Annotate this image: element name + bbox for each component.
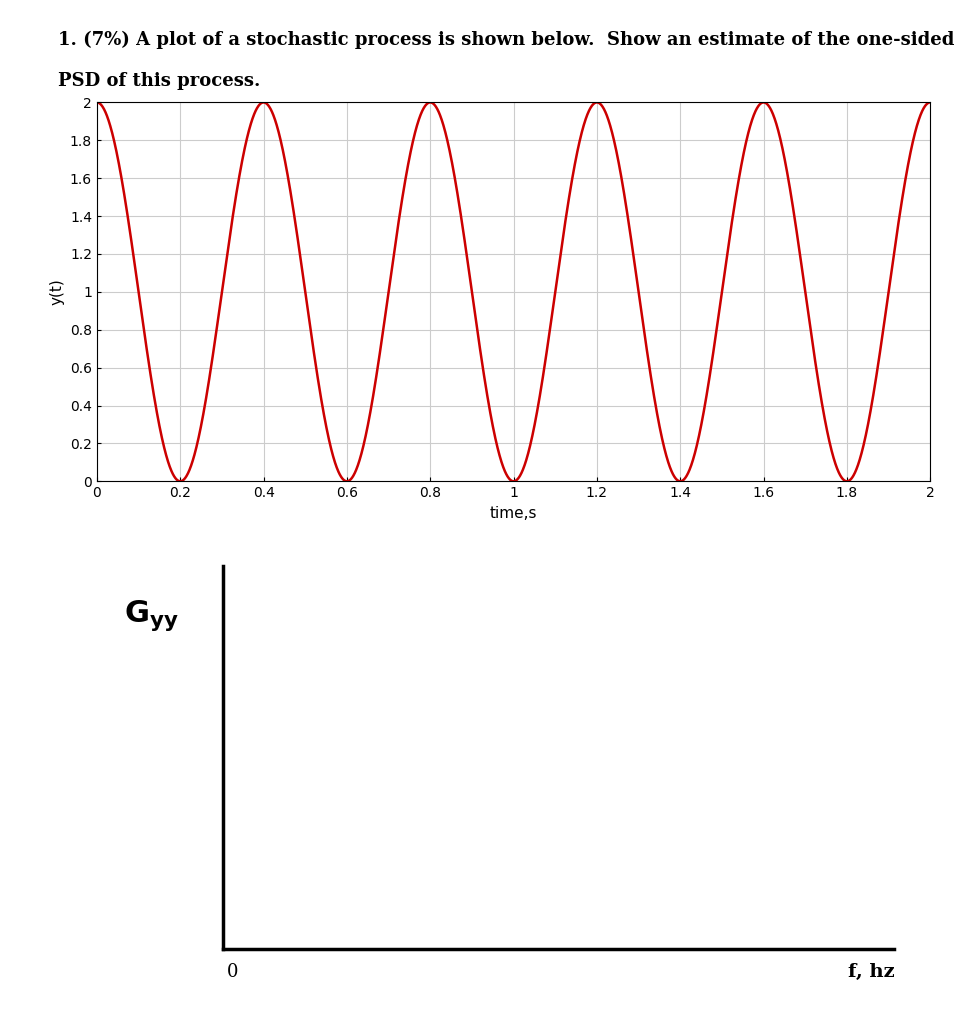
Text: 0: 0 (227, 963, 238, 981)
Text: 1. (7%) A plot of a stochastic process is shown below.  Show an estimate of the : 1. (7%) A plot of a stochastic process i… (58, 31, 954, 49)
X-axis label: time,s: time,s (489, 506, 538, 520)
Y-axis label: y(t): y(t) (49, 279, 64, 305)
Text: PSD of this process.: PSD of this process. (58, 72, 261, 90)
Text: f, hz: f, hz (848, 963, 894, 981)
Text: $\mathbf{G}_{\mathbf{yy}}$: $\mathbf{G}_{\mathbf{yy}}$ (124, 598, 179, 633)
